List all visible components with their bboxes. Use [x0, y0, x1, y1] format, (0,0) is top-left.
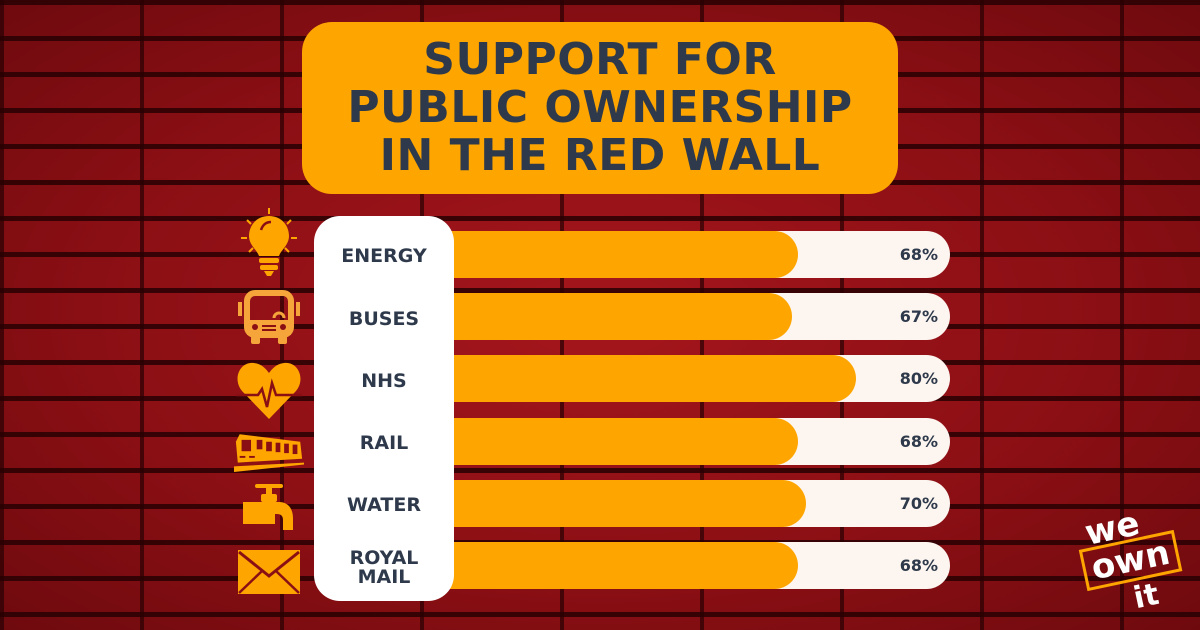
bar-fill-water: [436, 480, 806, 527]
value-label-buses: 67%: [899, 307, 938, 326]
category-label-energy: ENERGY: [341, 245, 427, 267]
category-label-royal-mail: ROYAL MAIL: [349, 546, 419, 588]
bar-fill-energy: [436, 231, 798, 278]
bus-icon: [234, 290, 304, 350]
title-banner: SUPPORT FOR PUBLIC OWNERSHIP IN THE RED …: [302, 22, 898, 194]
category-label-rail: RAIL: [359, 432, 409, 454]
train-icon: [234, 425, 304, 485]
envelope-icon: [234, 542, 304, 602]
category-label-panel: [314, 216, 454, 601]
value-label-rail: 68%: [899, 432, 938, 451]
bar-fill-nhs: [436, 355, 856, 402]
category-label-water: WATER: [347, 494, 421, 516]
category-label-buses: BUSES: [348, 308, 420, 330]
title-line-2: PUBLIC OWNERSHIP: [347, 82, 853, 133]
bar-fill-royal-mail: [436, 542, 798, 589]
we-own-it-logo: we own it: [1068, 495, 1198, 625]
category-label-nhs: NHS: [361, 370, 407, 392]
title-line-1: SUPPORT FOR: [423, 34, 777, 85]
chart-title: SUPPORT FOR PUBLIC OWNERSHIP IN THE RED …: [347, 36, 852, 180]
value-label-royal-mail: 68%: [899, 556, 938, 575]
bar-fill-buses: [436, 293, 792, 340]
lightbulb-icon: [234, 208, 304, 276]
value-label-water: 70%: [899, 494, 938, 513]
logo-line-it: it: [1130, 576, 1162, 617]
heart-pulse-icon: [234, 360, 304, 420]
value-label-energy: 68%: [899, 245, 938, 264]
title-line-3: IN THE RED WALL: [379, 130, 821, 181]
bar-fill-rail: [436, 418, 798, 465]
water-tap-icon: [234, 482, 304, 542]
value-label-nhs: 80%: [899, 369, 938, 388]
